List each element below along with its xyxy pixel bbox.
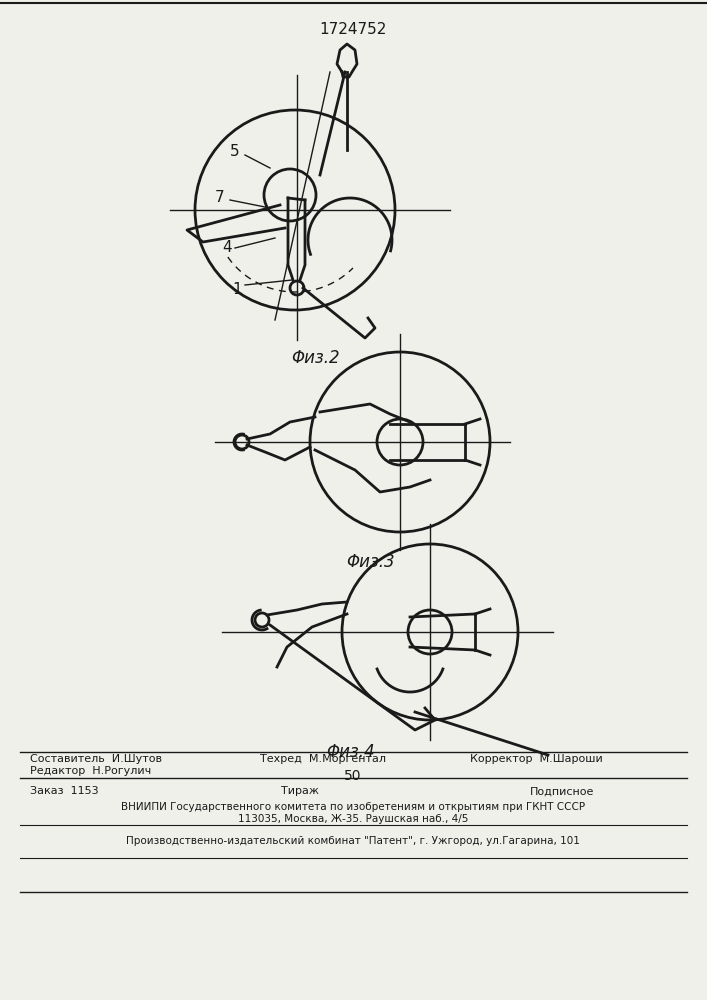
- Text: Заказ  1153: Заказ 1153: [30, 786, 98, 796]
- Text: ВНИИПИ Государственного комитета по изобретениям и открытиям при ГКНТ СССР: ВНИИПИ Государственного комитета по изоб…: [121, 802, 585, 812]
- Text: 1: 1: [232, 282, 242, 298]
- Text: Редактор  Н.Рогулич: Редактор Н.Рогулич: [30, 766, 151, 776]
- Text: Φиз.4: Φиз.4: [326, 743, 374, 761]
- Text: 4: 4: [222, 240, 232, 255]
- Text: 5: 5: [230, 144, 240, 159]
- Text: Техред  М.Моргентал: Техред М.Моргентал: [260, 754, 386, 764]
- Text: Тираж: Тираж: [281, 786, 319, 796]
- Text: Φиз.3: Φиз.3: [346, 553, 395, 571]
- Text: Φиз.2: Φиз.2: [291, 349, 339, 367]
- Text: Корректор  М.Шароши: Корректор М.Шароши: [470, 754, 603, 764]
- Text: 1724752: 1724752: [320, 22, 387, 37]
- Text: Производственно-издательский комбинат "Патент", г. Ужгород, ул.Гагарина, 101: Производственно-издательский комбинат "П…: [126, 836, 580, 846]
- Text: Подписное: Подписное: [530, 786, 595, 796]
- Text: Составитель  И.Шутов: Составитель И.Шутов: [30, 754, 162, 764]
- Text: 113035, Москва, Ж-35. Раушская наб., 4/5: 113035, Москва, Ж-35. Раушская наб., 4/5: [238, 814, 468, 824]
- Text: 7: 7: [215, 190, 225, 206]
- Text: 50: 50: [344, 769, 362, 783]
